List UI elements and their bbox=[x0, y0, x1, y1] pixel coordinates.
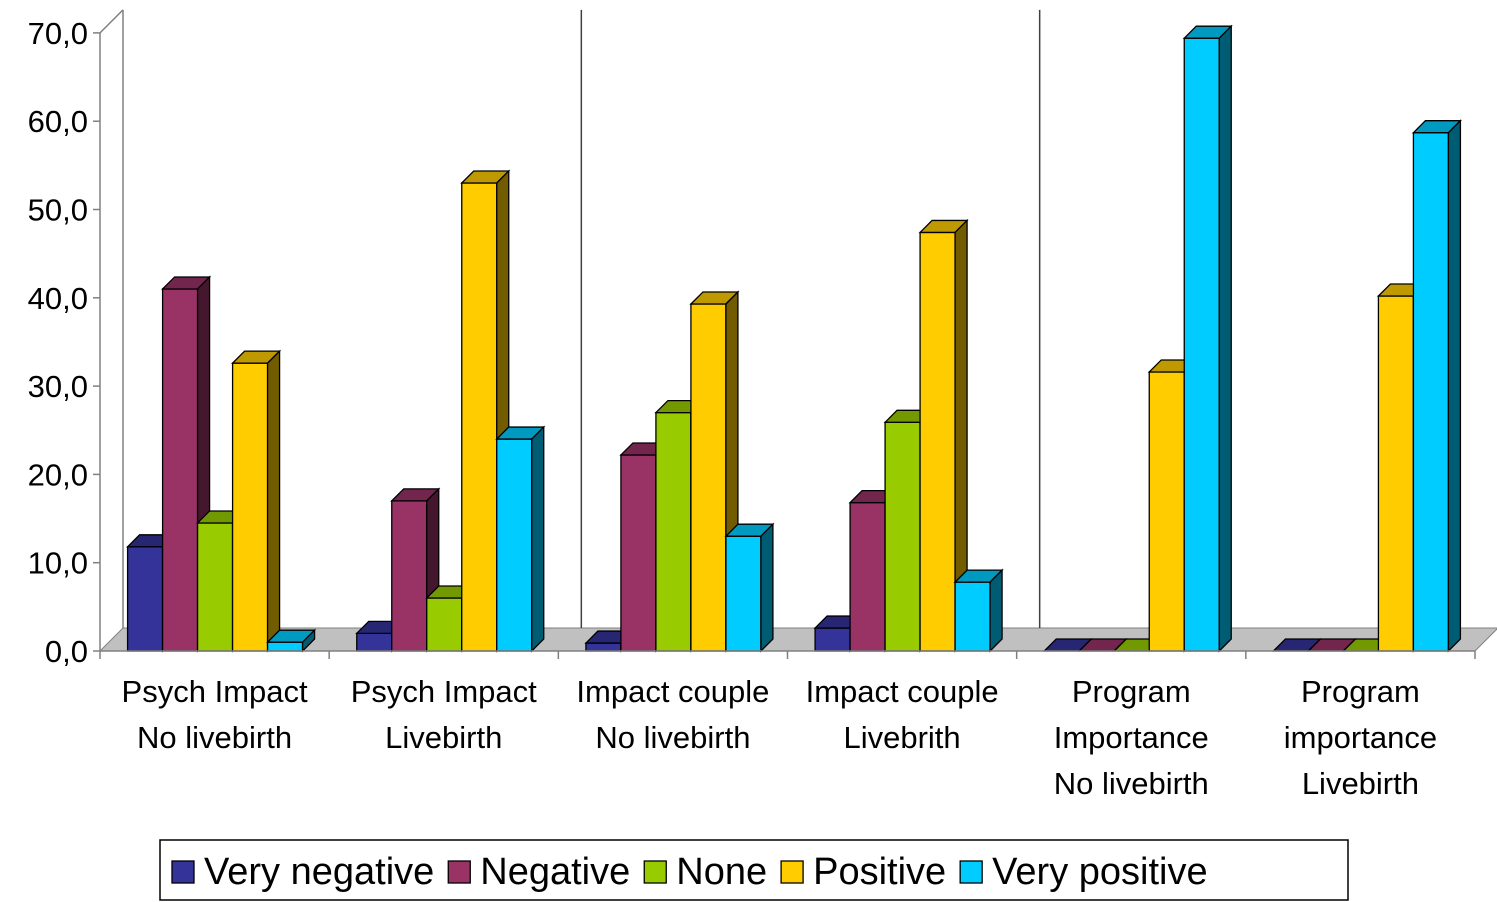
legend-item-positive: Positive bbox=[780, 851, 946, 893]
bar-positive-front bbox=[1377, 295, 1415, 652]
y-tick-label: 60,0 bbox=[28, 104, 88, 139]
x-category-label-line: Livebirth bbox=[1302, 766, 1419, 801]
bar-very-positive bbox=[266, 628, 317, 653]
x-category-label: Psych Impact No livebirth bbox=[122, 674, 308, 755]
bar-negative-front bbox=[620, 454, 657, 652]
x-category-label-line: No livebirth bbox=[1054, 766, 1209, 801]
legend-label: Negative bbox=[480, 851, 630, 893]
legend-item-negative: Negative bbox=[447, 851, 630, 893]
bar-very-positive-side bbox=[1447, 119, 1462, 653]
bar-negative-front bbox=[161, 288, 199, 652]
legend: Very negative Negative None Positive Very po… bbox=[159, 839, 1349, 901]
bar-positive-front bbox=[231, 362, 269, 652]
bar-very-positive-front bbox=[496, 438, 533, 652]
bar-very-positive bbox=[1411, 119, 1462, 653]
bar-very-negative-front bbox=[126, 546, 164, 652]
bar-very-positive bbox=[953, 568, 1004, 653]
y-tick-label: 30,0 bbox=[28, 369, 88, 404]
bar-positive-side bbox=[266, 349, 281, 653]
x-category-label-line: Impact couple bbox=[576, 674, 769, 709]
legend-label: Very positive bbox=[992, 851, 1207, 893]
x-category-label-line: Psych Impact bbox=[351, 674, 537, 709]
bars bbox=[126, 24, 1462, 653]
bar-none-front bbox=[426, 597, 463, 652]
bar-very-positive-side bbox=[760, 522, 774, 653]
x-category-label: Psych Impact Livebirth bbox=[351, 674, 537, 755]
x-category-label-line: Psych Impact bbox=[122, 674, 308, 709]
legend-label: None bbox=[676, 851, 767, 893]
side-wall-top-edge bbox=[99, 9, 124, 34]
bar-very-positive bbox=[1182, 24, 1233, 653]
bar-very-positive bbox=[495, 425, 546, 653]
bar-positive-front bbox=[1148, 371, 1185, 652]
x-category-label-line: Livebrith bbox=[843, 720, 960, 755]
legend-label: Very negative bbox=[204, 851, 434, 893]
y-tick-label: 50,0 bbox=[28, 193, 88, 228]
bar-very-negative-front bbox=[814, 627, 851, 652]
y-tick-label: 0,0 bbox=[45, 634, 88, 669]
bar-negative-front bbox=[849, 502, 886, 652]
x-category-label-line: importance bbox=[1284, 720, 1437, 755]
y-tick-label: 10,0 bbox=[28, 546, 88, 581]
x-category-label: Impact couple Livebrith bbox=[806, 674, 999, 755]
bar-very-positive-front bbox=[1412, 132, 1450, 652]
x-axis: Psych Impact No livebirth Psych Impact Live… bbox=[99, 650, 1476, 801]
x-category-label-line: Livebirth bbox=[385, 720, 502, 755]
bar-very-positive-front bbox=[266, 641, 304, 652]
y-axis: 0,0 10,0 20,0 30,0 40,0 50,0 60,0 70,0 bbox=[28, 16, 101, 669]
bar-very-positive-front bbox=[1183, 37, 1220, 652]
legend-swatch bbox=[780, 860, 804, 884]
legend-swatch bbox=[959, 860, 983, 884]
x-category-label-line: Program bbox=[1301, 674, 1420, 709]
bar-very-positive-side bbox=[989, 568, 1003, 653]
legend-item-very-negative: Very negative bbox=[171, 851, 434, 893]
y-tick-label: 40,0 bbox=[28, 281, 88, 316]
y-tick-label: 70,0 bbox=[28, 16, 88, 51]
bar-very-positive-front bbox=[954, 581, 991, 652]
x-category-label: Program Importance No livebirth bbox=[1054, 674, 1209, 801]
bar-very-positive-side bbox=[301, 628, 316, 653]
x-category-label-line: No livebirth bbox=[595, 720, 750, 755]
bar-positive bbox=[231, 349, 282, 653]
legend-item-none: None bbox=[643, 851, 767, 893]
bar-negative-front bbox=[391, 500, 428, 652]
x-category-label-line: Importance bbox=[1054, 720, 1209, 755]
group-dividers bbox=[580, 9, 1041, 628]
bar-very-positive-side bbox=[531, 425, 545, 653]
x-category-label: Impact couple No livebirth bbox=[576, 674, 769, 755]
x-category-label: Program importance Livebirth bbox=[1284, 674, 1437, 801]
legend-item-very-positive: Very positive bbox=[959, 851, 1208, 893]
bar-very-positive-side bbox=[1218, 24, 1232, 653]
bar-none-front bbox=[884, 421, 921, 652]
x-category-label-line: Impact couple bbox=[806, 674, 999, 709]
bar-positive-front bbox=[919, 231, 956, 652]
legend-swatch bbox=[447, 860, 471, 884]
x-category-label-line: Program bbox=[1072, 674, 1191, 709]
chart-walls bbox=[99, 9, 124, 628]
bar-none-front bbox=[196, 522, 234, 652]
bar-very-negative-front bbox=[585, 642, 622, 652]
bar-very-negative-front bbox=[356, 632, 393, 652]
bar-positive-front bbox=[461, 182, 498, 652]
x-category-label-line: No livebirth bbox=[137, 720, 292, 755]
legend-swatch bbox=[171, 860, 195, 884]
legend-label: Positive bbox=[813, 851, 946, 893]
legend-box bbox=[159, 839, 1349, 901]
bar-very-positive-front bbox=[725, 535, 762, 652]
y-tick-label: 20,0 bbox=[28, 457, 88, 492]
legend-swatch bbox=[643, 860, 667, 884]
bar-positive-front bbox=[690, 303, 727, 652]
bar-very-positive bbox=[724, 522, 775, 653]
bar-positive bbox=[918, 218, 969, 653]
bar-none-front bbox=[655, 411, 692, 652]
